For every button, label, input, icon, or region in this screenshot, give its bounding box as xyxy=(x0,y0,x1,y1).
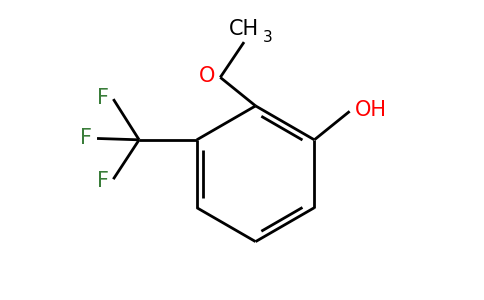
Text: OH: OH xyxy=(354,100,386,120)
Text: 3: 3 xyxy=(262,30,272,45)
Text: CH: CH xyxy=(229,19,259,39)
Text: F: F xyxy=(97,170,109,190)
Text: F: F xyxy=(79,128,91,148)
Text: O: O xyxy=(198,66,215,86)
Text: F: F xyxy=(97,88,109,108)
